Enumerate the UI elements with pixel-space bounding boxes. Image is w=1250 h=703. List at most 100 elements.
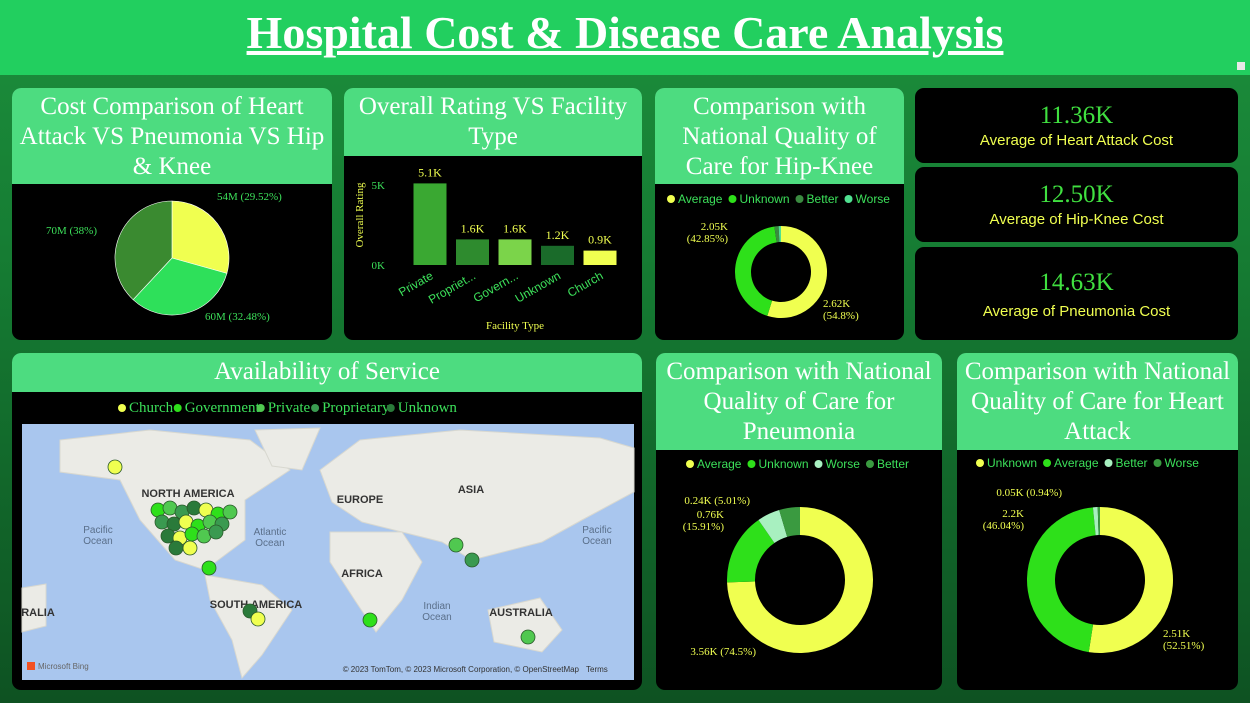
- panel-title: Comparison with National Quality of Care…: [655, 88, 904, 184]
- map-label: EUROPE: [337, 494, 383, 506]
- legend-label: Unknown: [739, 192, 789, 206]
- donut-slice: [1088, 507, 1174, 653]
- panel: Overall Rating VS Facility Type: [344, 88, 642, 340]
- map-bubble: [182, 540, 198, 556]
- map-label: SOUTH AMERICA: [210, 599, 303, 611]
- map-bubble: [448, 537, 464, 553]
- land: [21, 583, 47, 633]
- map-bubble: [362, 612, 378, 628]
- data-label: 60M (32.48%): [205, 311, 270, 323]
- legend-marker: [256, 404, 265, 412]
- panel-title: Comparison with National Quality of Care…: [656, 353, 942, 450]
- data-label: 2.62K (54.8%): [823, 298, 859, 322]
- legend-label: Private: [268, 400, 311, 416]
- panel-title: Cost Comparison of Heart Attack VS Pneum…: [12, 88, 332, 184]
- land: [319, 429, 635, 561]
- data-label: 1.6K: [461, 221, 485, 235]
- legend-label: Unknown: [758, 457, 808, 471]
- data-label: 0.76K (15.91%): [683, 509, 725, 533]
- panel-title: Comparison with National Quality of Care…: [957, 353, 1238, 450]
- axis-label: Facility Type: [486, 320, 544, 332]
- land: [204, 574, 293, 680]
- legend-marker: [844, 195, 853, 203]
- header: Hospital Cost & Disease Care Analysis: [0, 0, 1250, 75]
- legend-marker: [386, 404, 395, 412]
- legend-marker: [728, 195, 737, 203]
- legend-label: Worse: [826, 457, 861, 471]
- bar: [413, 183, 447, 265]
- map-bubble: [222, 504, 238, 520]
- map-attribution: © 2023 TomTom, © 2023 Microsoft Corporat…: [343, 665, 580, 674]
- legend-label: Average: [1054, 456, 1099, 470]
- legend-marker: [1104, 459, 1113, 467]
- legend-marker: [976, 459, 984, 467]
- map-bubble: [464, 552, 480, 568]
- data-label: 0.05K (0.94%): [996, 487, 1062, 499]
- map-bubble: [208, 524, 224, 540]
- legend-label: Better: [877, 457, 909, 471]
- donut-slice: [778, 226, 781, 243]
- kpi-label: Average of Hip-Knee Cost: [989, 211, 1164, 228]
- map-terms[interactable]: Terms: [586, 665, 608, 674]
- legend-label: Average: [697, 457, 742, 471]
- panel-title: Overall Rating VS Facility Type: [344, 88, 642, 156]
- kpi-card: 12.50K Average of Hip-Knee Cost: [915, 167, 1238, 242]
- data-label: 2.2K (46.04%): [983, 508, 1025, 532]
- bar: [498, 239, 532, 265]
- pie-slice: [132, 257, 228, 316]
- map-provider: Microsoft Bing: [38, 662, 89, 671]
- map-label: ASIA: [458, 484, 484, 496]
- kpi-value: 14.63K: [1039, 269, 1114, 296]
- data-label: 54M (29.52%): [217, 191, 282, 203]
- bar: [456, 239, 489, 265]
- data-label: 0.24K (5.01%): [684, 495, 750, 507]
- y-tick-label: 5K: [372, 180, 386, 192]
- legend-marker: [747, 460, 756, 468]
- data-label: 2.05K (42.85%): [687, 221, 729, 245]
- legend-label: Worse: [856, 192, 891, 206]
- donut-slice: [767, 226, 828, 318]
- pie-slice: [171, 200, 230, 274]
- bar: [583, 250, 617, 265]
- legend-marker: [173, 404, 182, 412]
- x-tick-label: Govern...: [471, 268, 521, 305]
- provider-logo: [27, 662, 35, 670]
- kpi-label: Average of Heart Attack Cost: [979, 132, 1174, 149]
- bar: [541, 245, 574, 265]
- legend-label: Church: [129, 400, 174, 416]
- legend-label: Better: [1116, 456, 1148, 470]
- legend-marker: [118, 404, 126, 412]
- legend-label: Proprietary: [322, 400, 390, 416]
- donut-slice: [734, 226, 777, 316]
- kpi-card: 11.36K Average of Heart Attack Cost: [915, 88, 1238, 163]
- donut-slice: [727, 519, 775, 583]
- legend-marker: [311, 404, 320, 412]
- map-label: RALIA: [21, 607, 55, 619]
- donut-slice: [727, 507, 873, 653]
- legend-label: Worse: [1165, 456, 1200, 470]
- land: [329, 531, 423, 633]
- x-tick-label: Propriet...: [426, 268, 478, 306]
- map-bubble: [250, 611, 266, 627]
- focus-icon[interactable]: [1237, 62, 1245, 70]
- legend-marker: [814, 460, 823, 468]
- donut-slice: [1097, 507, 1100, 536]
- panel: Comparison with National Quality of Care…: [655, 88, 904, 340]
- map-label: NORTH AMERICA: [141, 488, 234, 500]
- donut-slice: [779, 507, 800, 537]
- legend-marker: [795, 195, 804, 203]
- kpi-label: Average of Pneumonia Cost: [982, 303, 1171, 320]
- map-bubble: [168, 540, 184, 556]
- map-bubble: [520, 629, 536, 645]
- legend-label: Government: [185, 400, 261, 416]
- data-label: 1.2K: [546, 228, 570, 242]
- land: [487, 597, 563, 653]
- legend-marker: [1153, 459, 1162, 467]
- legend-marker: [686, 460, 694, 468]
- panel: Cost Comparison of Heart Attack VS Pneum…: [12, 88, 332, 340]
- map-label: Indian Ocean: [422, 601, 451, 623]
- panel-title: Availability of Service: [12, 353, 642, 392]
- legend-label: Better: [807, 192, 839, 206]
